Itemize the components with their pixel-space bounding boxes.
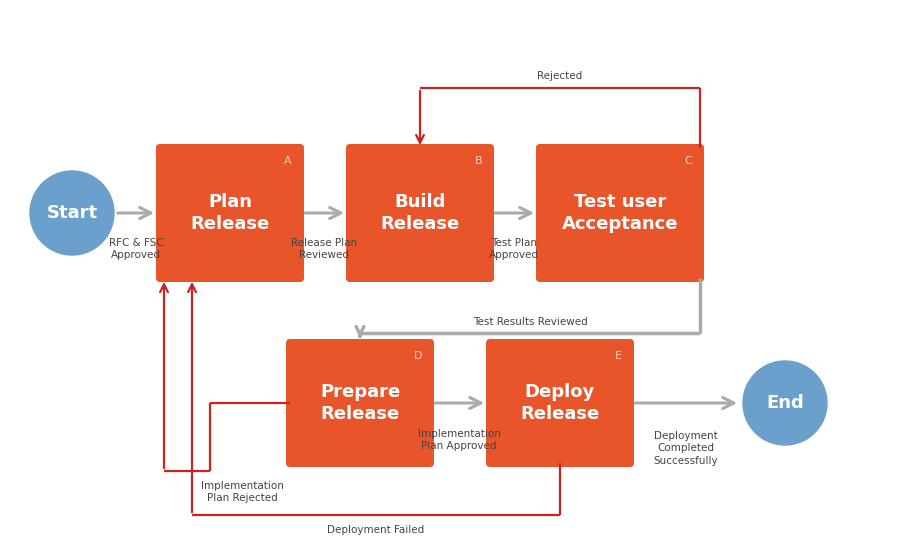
- Text: Build
Release: Build Release: [380, 193, 460, 233]
- Circle shape: [30, 171, 114, 255]
- FancyBboxPatch shape: [156, 144, 304, 282]
- Text: End: End: [766, 394, 804, 412]
- Text: Rejected: Rejected: [537, 71, 583, 81]
- Text: Plan
Release: Plan Release: [190, 193, 269, 233]
- Text: Deployment Failed: Deployment Failed: [327, 525, 424, 535]
- Text: Implementation
Plan Approved: Implementation Plan Approved: [417, 429, 500, 451]
- Text: A: A: [285, 156, 292, 166]
- Text: B: B: [474, 156, 482, 166]
- Text: Deployment
Completed
Successfully: Deployment Completed Successfully: [654, 431, 718, 466]
- Text: C: C: [684, 156, 692, 166]
- Text: Release Plan
Reviewed: Release Plan Reviewed: [291, 238, 357, 261]
- Text: Test user
Acceptance: Test user Acceptance: [561, 193, 678, 233]
- Text: D: D: [414, 351, 422, 361]
- Text: E: E: [615, 351, 622, 361]
- Text: Test Plan
Approved: Test Plan Approved: [489, 238, 539, 261]
- Text: RFC & FSC
Approved: RFC & FSC Approved: [109, 238, 163, 261]
- FancyBboxPatch shape: [536, 144, 704, 282]
- Text: Start: Start: [47, 204, 97, 222]
- Text: Deploy
Release: Deploy Release: [521, 383, 600, 423]
- Text: Test Results Reviewed: Test Results Reviewed: [473, 317, 587, 327]
- FancyBboxPatch shape: [486, 339, 634, 467]
- Text: Prepare
Release: Prepare Release: [320, 383, 400, 423]
- FancyBboxPatch shape: [286, 339, 434, 467]
- Text: Implementation
Plan Rejected: Implementation Plan Rejected: [201, 481, 284, 503]
- Circle shape: [743, 361, 827, 445]
- FancyBboxPatch shape: [346, 144, 494, 282]
